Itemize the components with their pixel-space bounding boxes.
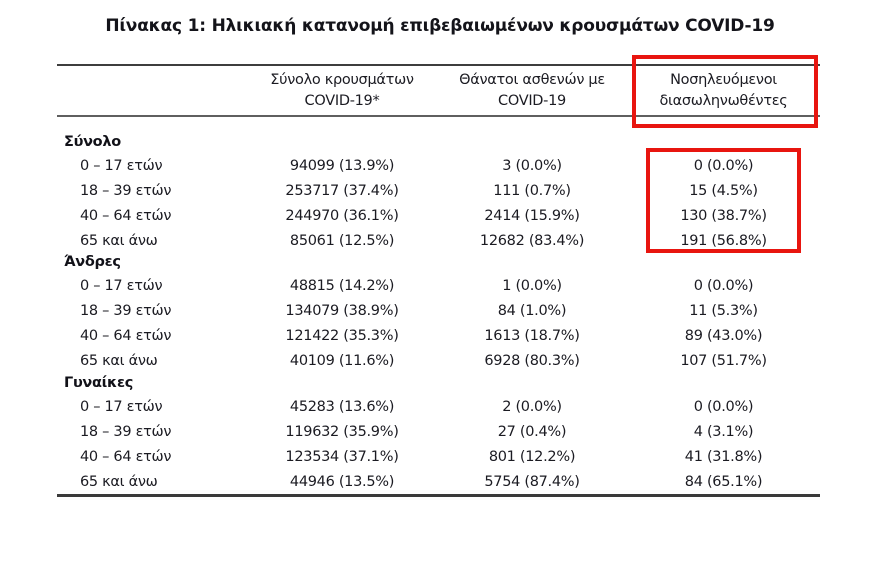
cases-value: 119632 (35.9%) [285,423,399,440]
intubated-value: 41 (31.8%) [684,448,763,465]
section-row-women: Γυναίκες [57,373,820,394]
age-group-label: 18 – 39 ετών [80,423,172,440]
cases-value: 244970 (36.1%) [285,207,399,224]
header-deaths: Θάνατοι ασθενών με COVID-19 [437,70,627,112]
deaths-value: 5754 (87.4%) [484,473,580,490]
table-row: 65 και άνω 44946 (13.5%) 5754 (87.4%) 84… [57,469,820,494]
intubated-value: 130 (38.7%) [680,207,767,224]
header-deaths-line1: Θάνατοι ασθενών με [459,71,605,88]
deaths-value: 6928 (80.3%) [484,352,580,369]
table-bottom-rule [57,494,820,497]
age-group-label: 40 – 64 ετών [80,448,172,465]
age-group-label: 0 – 17 ετών [80,398,163,415]
intubated-value: 0 (0.0%) [693,398,754,415]
header-total-cases: Σύνολο κρουσμάτων COVID-19* [247,70,437,112]
table-row: 65 και άνω 85061 (12.5%) 12682 (83.4%) 1… [57,228,820,253]
age-group-label: 0 – 17 ετών [80,277,163,294]
cases-value: 123534 (37.1%) [285,448,399,465]
intubated-value: 89 (43.0%) [684,327,763,344]
age-group-label: 0 – 17 ετών [80,157,163,174]
intubated-value: 84 (65.1%) [684,473,763,490]
deaths-value: 111 (0.7%) [493,182,571,199]
deaths-value: 84 (1.0%) [497,302,567,319]
section-label-total: Σύνολο [64,134,121,150]
intubated-value: 15 (4.5%) [689,182,758,199]
header-intubated-line2: διασωληνωθέντες [659,92,788,109]
header-deaths-line2: COVID-19 [498,92,566,109]
deaths-value: 1 (0.0%) [502,277,562,294]
header-total-cases-line1: Σύνολο κρουσμάτων [270,71,414,88]
deaths-value: 3 (0.0%) [502,157,562,174]
intubated-value: 0 (0.0%) [693,277,754,294]
age-group-label: 18 – 39 ετών [80,182,172,199]
section-label-men: Άνδρες [64,254,121,270]
deaths-value: 801 (12.2%) [488,448,576,465]
covid-age-distribution-table: Σύνολο κρουσμάτων COVID-19* Θάνατοι ασθε… [57,64,820,497]
deaths-value: 1613 (18.7%) [484,327,580,344]
intubated-value: 0 (0.0%) [693,157,754,174]
deaths-value: 2414 (15.9%) [484,207,580,224]
cases-value: 85061 (12.5%) [289,232,395,249]
table-row: 0 – 17 ετών 45283 (13.6%) 2 (0.0%) 0 (0.… [57,394,820,419]
table-row: 40 – 64 ετών 123534 (37.1%) 801 (12.2%) … [57,444,820,469]
header-total-cases-line2: COVID-19* [304,92,380,109]
table-row: 18 – 39 ετών 253717 (37.4%) 111 (0.7%) 1… [57,178,820,203]
intubated-value: 107 (51.7%) [680,352,767,369]
table-row: 40 – 64 ετών 121422 (35.3%) 1613 (18.7%)… [57,323,820,348]
cases-value: 134079 (38.9%) [285,302,399,319]
intubated-value: 191 (56.8%) [680,232,767,249]
page-title: Πίνακας 1: Ηλικιακή κατανομή επιβεβαιωμέ… [105,16,775,36]
age-group-label: 65 και άνω [80,352,158,369]
cases-value: 40109 (11.6%) [289,352,395,369]
age-group-label: 65 και άνω [80,473,158,490]
age-group-label: 40 – 64 ετών [80,207,172,224]
header-intubated-line1: Νοσηλευόμενοι [670,71,777,88]
cases-value: 44946 (13.5%) [289,473,395,490]
table-header-row: Σύνολο κρουσμάτων COVID-19* Θάνατοι ασθε… [57,64,820,117]
section-row-total: Σύνολο [57,117,820,153]
deaths-value: 2 (0.0%) [502,398,562,415]
section-label-women: Γυναίκες [64,375,134,391]
age-group-label: 18 – 39 ετών [80,302,172,319]
age-group-label: 65 και άνω [80,232,158,249]
intubated-value: 11 (5.3%) [689,302,758,319]
deaths-value: 12682 (83.4%) [479,232,585,249]
table-row: 18 – 39 ετών 134079 (38.9%) 84 (1.0%) 11… [57,298,820,323]
cases-value: 45283 (13.6%) [289,398,395,415]
table-row: 40 – 64 ετών 244970 (36.1%) 2414 (15.9%)… [57,203,820,228]
section-row-men: Άνδρες [57,253,820,273]
cases-value: 253717 (37.4%) [285,182,399,199]
header-intubated: Νοσηλευόμενοι διασωληνωθέντες [627,70,820,112]
cases-value: 94099 (13.9%) [289,157,395,174]
table-row: 0 – 17 ετών 48815 (14.2%) 1 (0.0%) 0 (0.… [57,273,820,298]
table-row: 18 – 39 ετών 119632 (35.9%) 27 (0.4%) 4 … [57,419,820,444]
table-row: 65 και άνω 40109 (11.6%) 6928 (80.3%) 10… [57,348,820,373]
intubated-value: 4 (3.1%) [693,423,754,440]
age-group-label: 40 – 64 ετών [80,327,172,344]
table-row: 0 – 17 ετών 94099 (13.9%) 3 (0.0%) 0 (0.… [57,153,820,178]
cases-value: 48815 (14.2%) [289,277,395,294]
deaths-value: 27 (0.4%) [497,423,567,440]
cases-value: 121422 (35.3%) [285,327,399,344]
